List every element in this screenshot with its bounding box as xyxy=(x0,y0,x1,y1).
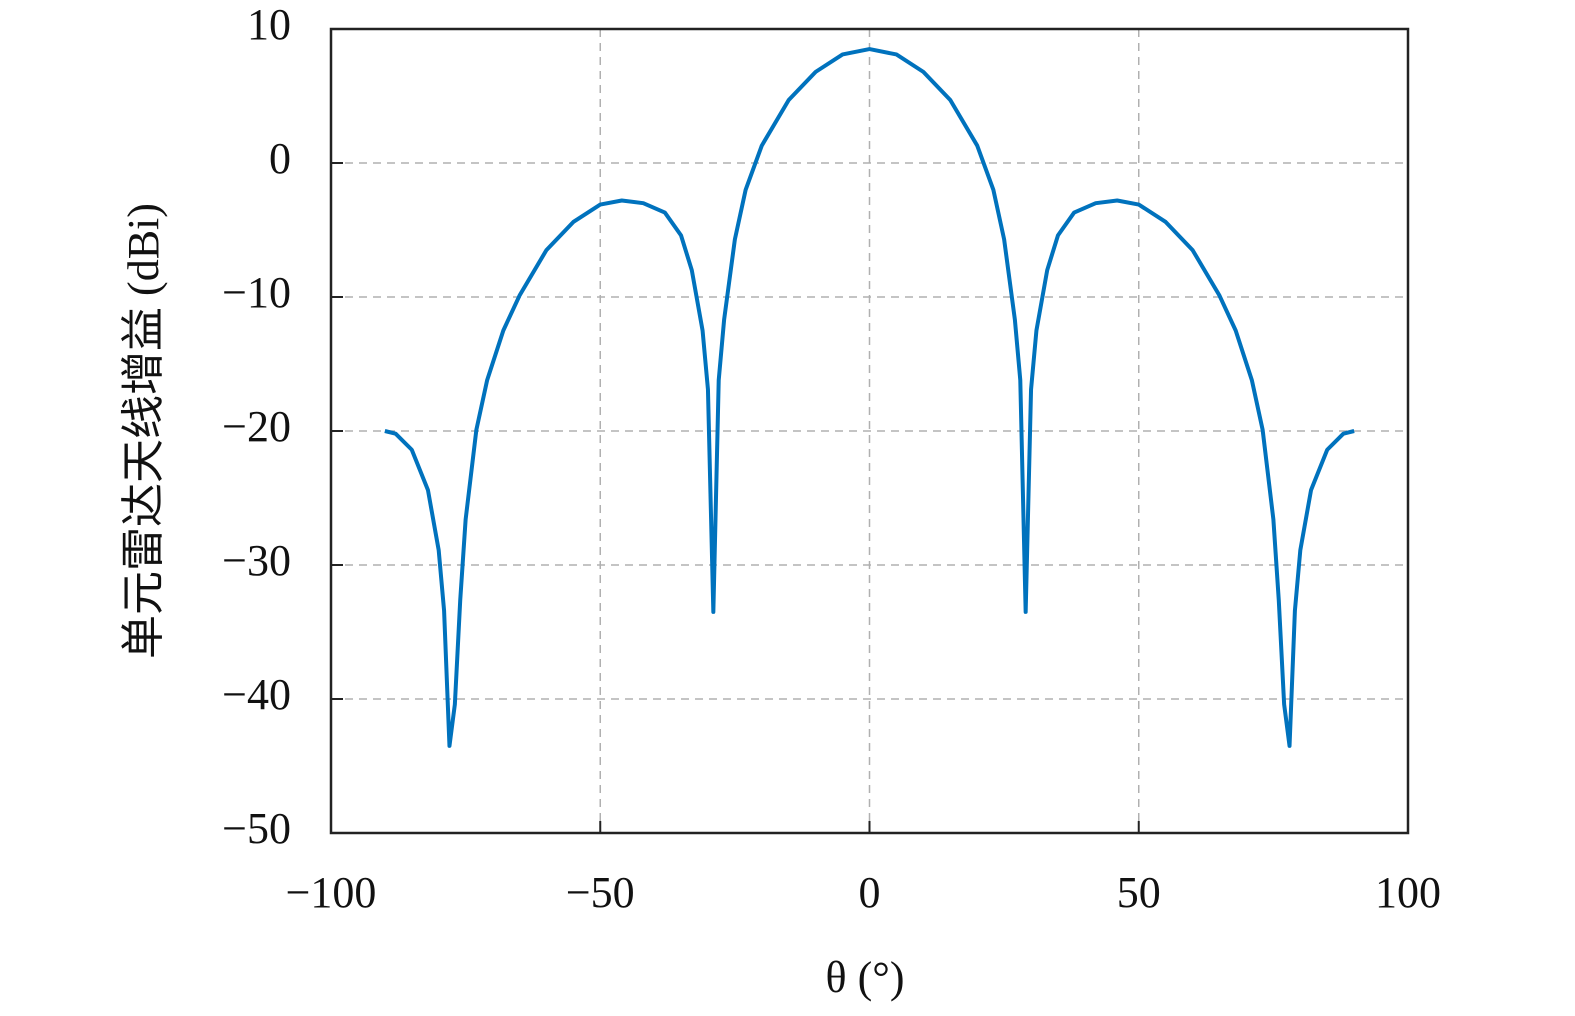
y-tick-label: −40 xyxy=(222,670,291,719)
x-tick-label: 0 xyxy=(859,868,881,917)
x-tick-label: −50 xyxy=(566,868,635,917)
y-tick-label: 10 xyxy=(247,0,291,49)
y-tick-label: −50 xyxy=(222,804,291,853)
y-tick-label: −10 xyxy=(222,268,291,317)
plot-frame xyxy=(329,27,1410,835)
x-tick-label: 50 xyxy=(1117,868,1161,917)
y-tick-label: −20 xyxy=(222,402,291,451)
x-axis-label: θ (°) xyxy=(826,953,905,1002)
y-tick-label: 0 xyxy=(269,134,291,183)
y-tick-label: −30 xyxy=(222,536,291,585)
x-tick-label: 100 xyxy=(1375,868,1441,917)
y-axis-label: 单元雷达天线增益 (dBi) xyxy=(119,203,168,659)
x-tick-label: −100 xyxy=(286,868,377,917)
data-line xyxy=(384,47,1355,748)
